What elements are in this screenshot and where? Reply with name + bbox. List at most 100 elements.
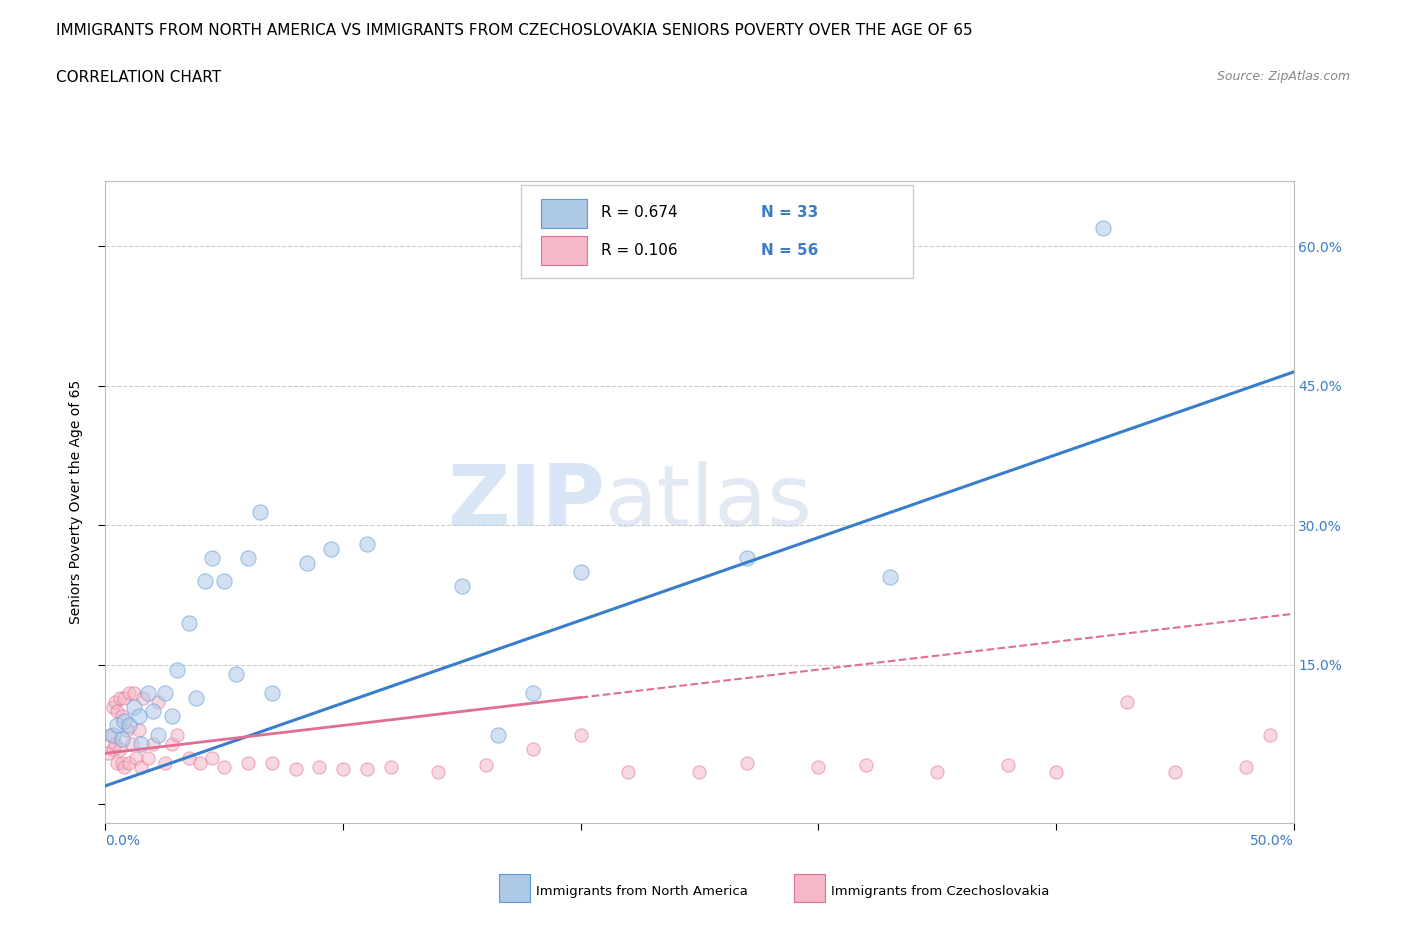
Point	[569, 727, 592, 742]
Point	[114, 760, 136, 775]
Point	[177, 616, 200, 631]
Point	[214, 760, 236, 775]
Text: 50.0%: 50.0%	[1250, 834, 1294, 848]
Point	[128, 709, 150, 724]
Text: ZIP: ZIP	[447, 460, 605, 544]
Point	[105, 704, 128, 719]
Point	[105, 718, 128, 733]
Text: atlas: atlas	[605, 460, 813, 544]
Point	[160, 737, 183, 751]
Point	[308, 760, 330, 775]
Text: IMMIGRANTS FROM NORTH AMERICA VS IMMIGRANTS FROM CZECHOSLOVAKIA SENIORS POVERTY : IMMIGRANTS FROM NORTH AMERICA VS IMMIGRA…	[56, 23, 973, 38]
Point	[1234, 760, 1257, 775]
Point	[153, 755, 176, 770]
Point	[115, 723, 138, 737]
Point	[118, 718, 141, 733]
Point	[142, 704, 165, 719]
Point	[380, 760, 402, 775]
Point	[146, 727, 169, 742]
Point	[132, 690, 155, 705]
Point	[177, 751, 200, 765]
Point	[111, 732, 134, 747]
Point	[427, 764, 450, 779]
Point	[108, 690, 131, 705]
Point	[146, 695, 169, 710]
Point	[486, 727, 509, 742]
Point	[236, 551, 259, 565]
Text: Immigrants from North America: Immigrants from North America	[536, 885, 748, 898]
Point	[997, 758, 1019, 773]
Point	[136, 685, 159, 700]
Point	[125, 751, 148, 765]
Point	[450, 578, 472, 593]
Point	[617, 764, 640, 779]
Point	[114, 690, 136, 705]
Point	[735, 755, 758, 770]
Point	[201, 551, 224, 565]
Point	[236, 755, 259, 770]
Point	[332, 762, 354, 777]
Point	[166, 727, 188, 742]
Point	[111, 709, 134, 724]
Point	[925, 764, 948, 779]
Point	[194, 574, 217, 589]
Point	[522, 741, 544, 756]
Point	[104, 737, 127, 751]
Point	[284, 762, 307, 777]
Point	[105, 755, 128, 770]
Point	[1092, 220, 1115, 235]
Point	[101, 741, 124, 756]
Point	[522, 685, 544, 700]
Point	[184, 690, 207, 705]
Text: Source: ZipAtlas.com: Source: ZipAtlas.com	[1216, 70, 1350, 83]
Point	[101, 699, 124, 714]
Point	[260, 685, 283, 700]
Text: R = 0.674: R = 0.674	[600, 205, 678, 219]
Text: N = 56: N = 56	[761, 243, 818, 259]
Text: N = 33: N = 33	[761, 205, 818, 219]
Point	[201, 751, 224, 765]
Point	[569, 565, 592, 579]
Point	[1258, 727, 1281, 742]
Point	[153, 685, 176, 700]
Text: CORRELATION CHART: CORRELATION CHART	[56, 70, 221, 85]
Text: 0.0%: 0.0%	[105, 834, 141, 848]
Point	[104, 695, 127, 710]
Point	[879, 569, 901, 584]
Point	[166, 662, 188, 677]
Point	[122, 685, 145, 700]
Point	[225, 667, 247, 682]
Point	[97, 746, 120, 761]
Point	[807, 760, 830, 775]
Point	[121, 737, 143, 751]
Point	[128, 723, 150, 737]
Point	[108, 741, 131, 756]
Bar	[541, 236, 586, 265]
Point	[249, 504, 271, 519]
Bar	[541, 199, 586, 228]
Text: Immigrants from Czechoslovakia: Immigrants from Czechoslovakia	[831, 885, 1049, 898]
Point	[190, 755, 212, 770]
Point	[101, 727, 124, 742]
Point	[855, 758, 877, 773]
Point	[474, 758, 496, 773]
Point	[1045, 764, 1067, 779]
Point	[136, 751, 159, 765]
Point	[1164, 764, 1187, 779]
FancyBboxPatch shape	[522, 184, 914, 278]
Point	[111, 755, 134, 770]
Point	[356, 537, 378, 551]
Point	[118, 755, 141, 770]
Point	[1116, 695, 1139, 710]
Point	[260, 755, 283, 770]
Point	[122, 699, 145, 714]
Point	[735, 551, 758, 565]
Point	[98, 727, 121, 742]
Point	[114, 713, 136, 728]
Point	[214, 574, 236, 589]
Point	[129, 737, 152, 751]
Point	[118, 685, 141, 700]
Point	[321, 541, 343, 556]
Point	[689, 764, 711, 779]
Point	[142, 737, 165, 751]
